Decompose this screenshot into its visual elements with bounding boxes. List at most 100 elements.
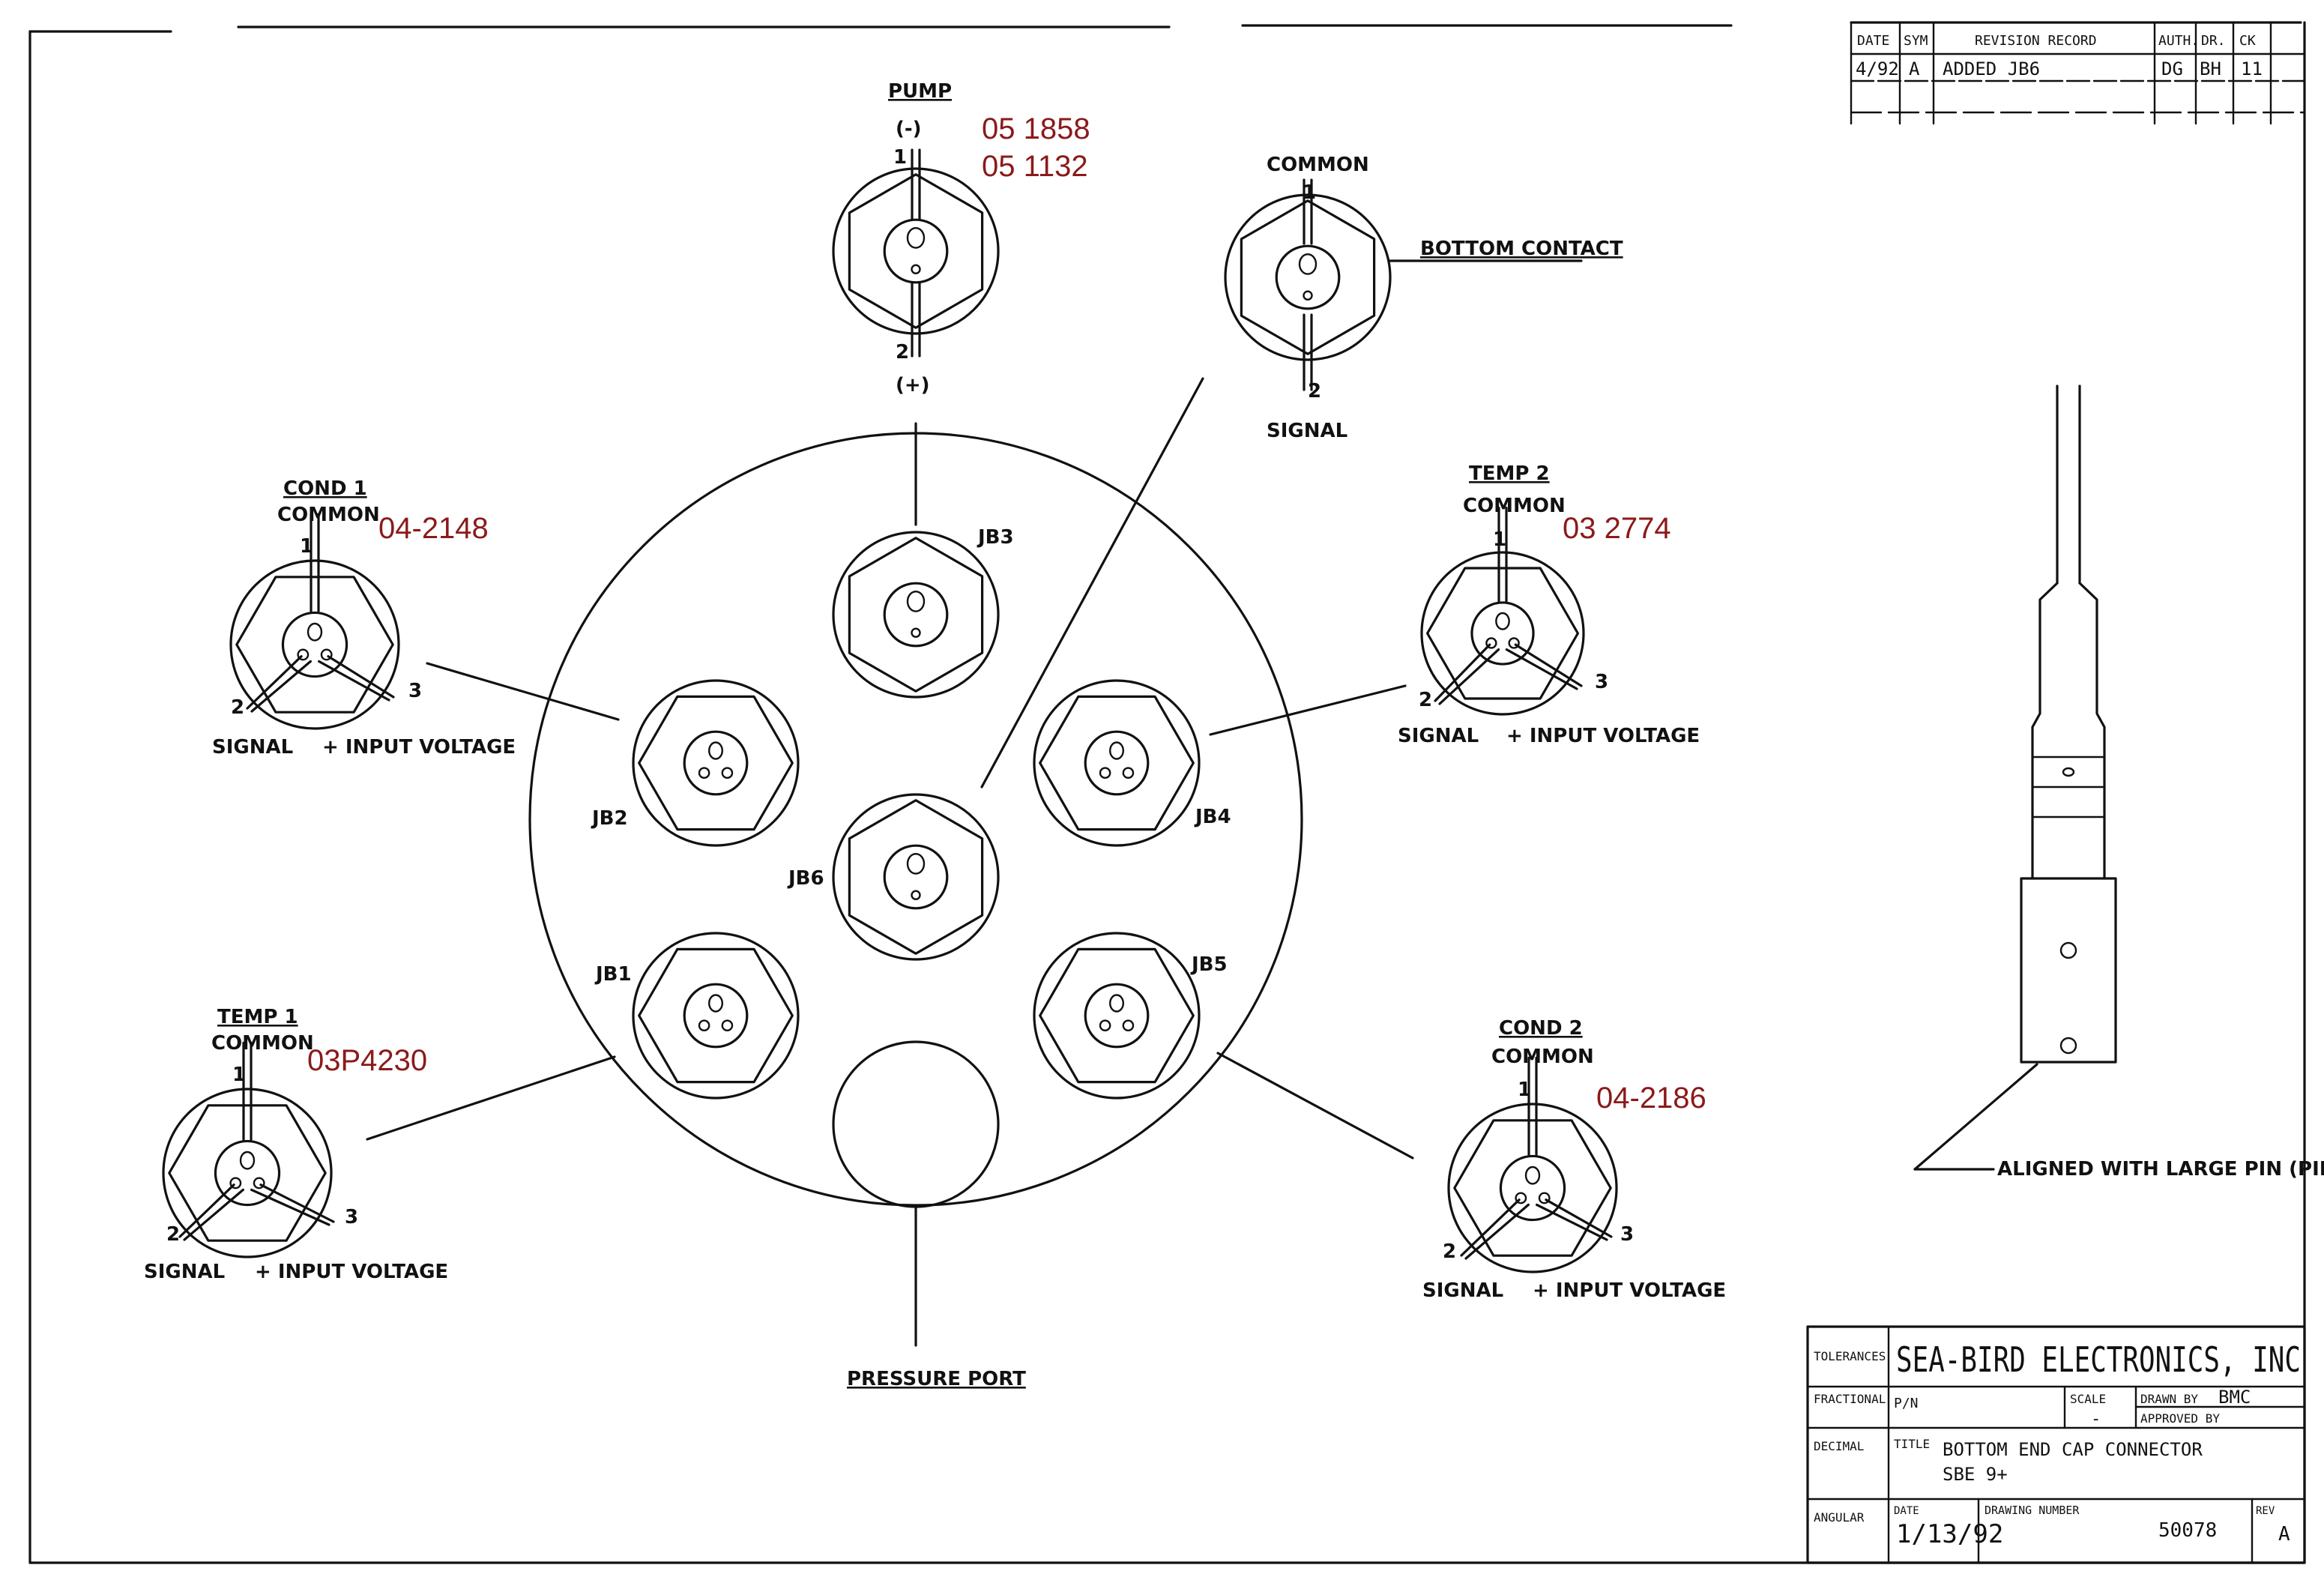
temp2-connector (1420, 551, 1585, 716)
cond2-common: COMMON (1491, 1046, 1594, 1068)
cond2-input: + INPUT VOLTAGE (1533, 1279, 1726, 1302)
cond2-connector (1447, 1103, 1618, 1273)
rev-header-sym: SYM (1904, 33, 1928, 49)
rev-header-dr: DR. (2201, 33, 2226, 49)
title-block: TOLERANCES SEA-BIRD ELECTRONICS, INC FRA… (1806, 1325, 2306, 1564)
tb-pn: P/N (1894, 1396, 1919, 1411)
pressure-port-label: PRESSURE PORT (847, 1368, 1026, 1390)
cond2-group: COND 2 COMMON 1 04-2186 2 3 SIGNAL + INP… (1422, 1017, 1726, 1302)
temp2-pin1: 1 (1493, 528, 1506, 551)
temp1-pin3: 3 (345, 1206, 358, 1228)
bottom-contact-connector (1224, 193, 1392, 361)
revision-block: DATE SYM REVISION RECORD AUTH. DR. CK 4/… (1850, 21, 2306, 125)
leader-lines (366, 377, 1414, 1160)
bottom-contact-signal: SIGNAL (1267, 420, 1347, 442)
temp1-input: + INPUT VOLTAGE (255, 1261, 448, 1283)
temp2-pin3: 3 (1595, 671, 1608, 693)
pump-title: PUMP (888, 80, 952, 103)
pump-group: PUMP (-) 1 2 (+) 05 1858 05 1132 (888, 80, 1090, 396)
bottom-contact-pin2: 2 (1308, 380, 1321, 402)
bottom-contact-pin1: 1 (1303, 181, 1316, 204)
port-label-jb4: JB4 (1194, 806, 1231, 828)
cond2-pin1: 1 (1518, 1079, 1531, 1101)
end-cap-outline (528, 432, 1303, 1207)
cond1-pin1: 1 (300, 535, 313, 558)
temp2-pin2: 2 (1419, 689, 1432, 711)
port-jb2 (632, 679, 800, 847)
rev-header-date: DATE (1857, 33, 1889, 49)
cond1-title: COND 1 (283, 477, 367, 500)
port-label-jb6: JB6 (787, 867, 824, 890)
tb-title-label: TITLE (1894, 1437, 1930, 1451)
connectors (162, 148, 1618, 1273)
port-jb1 (632, 932, 800, 1100)
rev-ck: 11 (2241, 58, 2263, 79)
tb-drawing-number-label: DRAWING NUMBER (1985, 1504, 2080, 1517)
bottom-contact-common: COMMON (1267, 154, 1369, 176)
temp1-serial: 03P4230 (307, 1044, 427, 1077)
rev-header-ck: CK (2239, 33, 2256, 49)
temp1-pin1: 1 (232, 1064, 246, 1086)
temp2-input: + INPUT VOLTAGE (1506, 725, 1700, 747)
port-label-jb5: JB5 (1190, 953, 1228, 976)
port-label-jb3: JB3 (977, 526, 1014, 549)
pump-connector (832, 167, 1000, 335)
cond1-serial: 04-2148 (378, 512, 489, 545)
temp1-group: TEMP 1 COMMON 1 03P4230 2 3 SIGNAL + INP… (144, 1006, 448, 1283)
cond1-input: + INPUT VOLTAGE (322, 736, 516, 759)
tb-date-label: DATE (1894, 1505, 1919, 1517)
end-cap: PRESSURE PORT (528, 432, 1303, 1390)
tb-drawn-by: DRAWN BY (2140, 1392, 2198, 1406)
temp2-title: TEMP 2 (1469, 462, 1550, 485)
pump-serial-2: 05 1132 (982, 150, 1088, 183)
cond1-connector (229, 559, 400, 730)
cond2-pin2: 2 (1443, 1240, 1456, 1263)
tb-angular: ANGULAR (1814, 1510, 1865, 1525)
cond1-common: COMMON (277, 504, 380, 526)
tb-title-line2: SBE 9+ (1943, 1464, 2008, 1485)
tb-scale-value: - (2091, 1410, 2101, 1429)
tb-drawing-number: 50078 (2158, 1519, 2217, 1542)
side-view-note: ALIGNED WITH LARGE PIN (PIN 1) (1997, 1158, 2324, 1180)
temp2-signal: SIGNAL (1398, 725, 1479, 747)
drawing-border (28, 21, 2306, 1564)
temp1-common: COMMON (211, 1032, 314, 1055)
temp1-signal: SIGNAL (144, 1261, 225, 1283)
temp1-connector (162, 1088, 333, 1258)
cond1-group: COND 1 COMMON 1 04-2148 2 3 SIGNAL + INP… (212, 477, 516, 759)
pump-pin2: 2 (896, 341, 909, 364)
tb-rev-value: A (2278, 1523, 2290, 1546)
pump-pin1: 1 (893, 146, 907, 169)
port-label-jb2: JB2 (591, 807, 628, 830)
pump-pos-label: (+) (896, 374, 930, 396)
port-jb6 (832, 793, 1000, 961)
rev-date: 4/92 (1856, 58, 1899, 79)
temp1-pin2: 2 (166, 1223, 180, 1246)
tb-title-line1: BOTTOM END CAP CONNECTOR (1943, 1439, 2203, 1460)
temp2-serial: 03 2774 (1563, 512, 1671, 545)
temp2-group: TEMP 2 COMMON 1 03 2774 2 3 SIGNAL + INP… (1398, 462, 1700, 747)
tb-drawn-value: BMC (2218, 1387, 2251, 1408)
rev-header-auth: AUTH. (2158, 33, 2199, 49)
tb-rev-label: REV (2256, 1505, 2275, 1517)
cond1-signal: SIGNAL (212, 736, 293, 759)
rev-auth: DG (2161, 58, 2183, 79)
rev-sym: A (1909, 58, 1920, 79)
tb-company: SEA-BIRD ELECTRONICS, INC (1896, 1339, 2301, 1380)
rev-header-record: REVISION RECORD (1975, 33, 2097, 49)
pump-serial-1: 05 1858 (982, 112, 1090, 145)
cond1-pin3: 3 (408, 680, 422, 702)
tb-date-value: 1/13/92 (1896, 1519, 2003, 1549)
cond2-title: COND 2 (1499, 1017, 1583, 1040)
tb-decimal: DECIMAL (1814, 1439, 1864, 1453)
connector-side-view: ALIGNED WITH LARGE PIN (PIN 1) (1913, 385, 2324, 1180)
rev-record: ADDED JB6 (1943, 58, 2040, 79)
port-jb3 (832, 531, 1000, 699)
tb-scale: SCALE (2070, 1392, 2106, 1406)
rev-dr: BH (2200, 58, 2221, 79)
port-jb4 (1033, 679, 1201, 847)
cond2-serial: 04-2186 (1596, 1082, 1706, 1115)
port-jb5 (1033, 932, 1201, 1100)
temp1-title: TEMP 1 (217, 1006, 298, 1028)
